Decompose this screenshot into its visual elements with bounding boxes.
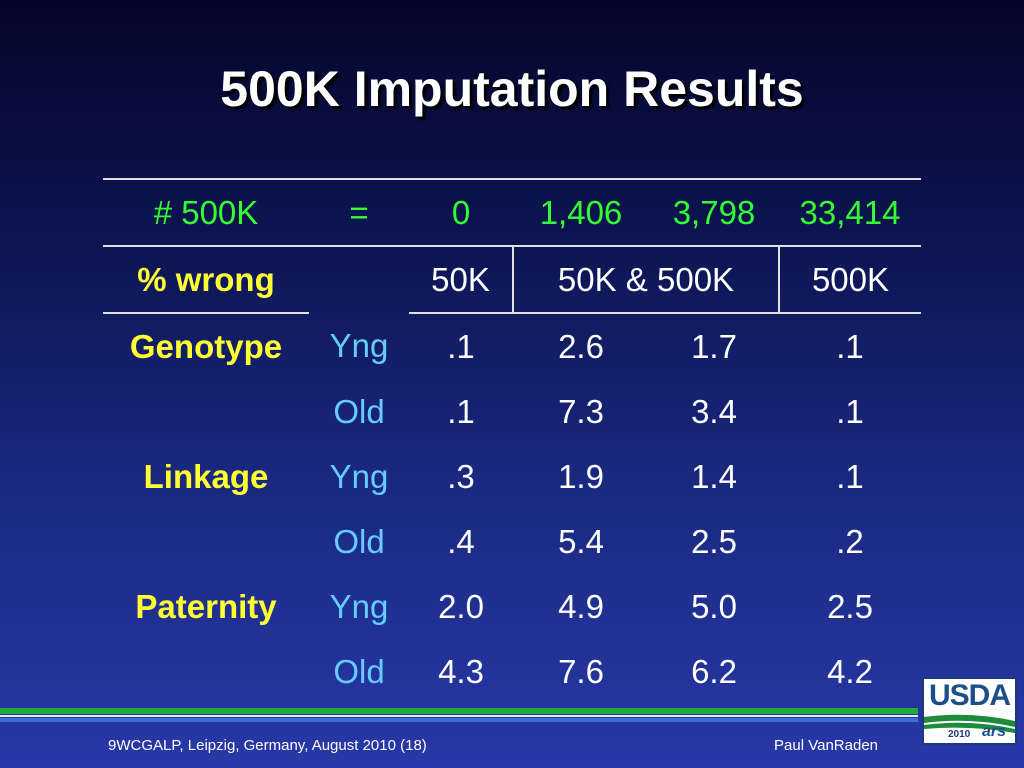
row-value: 6.2 bbox=[691, 652, 737, 690]
row-age: Yng bbox=[329, 457, 389, 495]
footer-author: Paul VanRaden bbox=[774, 737, 878, 754]
row-value: 1.9 bbox=[558, 457, 604, 495]
table-row: Old .4 5.4 2.5 .2 bbox=[103, 509, 921, 574]
row-value: 2.5 bbox=[691, 522, 737, 560]
row-value: .4 bbox=[447, 522, 475, 560]
row-value: 5.4 bbox=[558, 522, 604, 560]
table-row: Old 4.3 7.6 6.2 4.2 bbox=[103, 639, 921, 704]
row-value: 7.6 bbox=[558, 652, 604, 690]
footer-conference: 9WCGALP, Leipzig, Germany, August 2010 (… bbox=[108, 737, 427, 754]
row-value: 1.4 bbox=[691, 457, 737, 495]
row-age: Old bbox=[333, 392, 385, 430]
row-group: Linkage bbox=[143, 457, 269, 495]
footer-rule-blue bbox=[0, 718, 918, 722]
row-value: 4.3 bbox=[438, 652, 484, 690]
table-header-row: # 500K = 0 1,406 3,798 33,414 bbox=[103, 178, 921, 247]
row-value: 5.0 bbox=[691, 587, 737, 625]
subheader-col: 50K & 500K bbox=[513, 246, 780, 314]
usda-logo-text: USDA bbox=[928, 679, 1011, 712]
row-group bbox=[103, 509, 309, 574]
header-equals: = bbox=[309, 178, 409, 247]
footer-rule-green bbox=[0, 708, 918, 714]
header-count: 0 bbox=[409, 178, 513, 247]
ars-logo-mark: ars bbox=[982, 723, 1007, 740]
subheader-col: 50K bbox=[409, 246, 514, 314]
header-count: 1,406 bbox=[513, 178, 649, 247]
table-subheader-row: % wrong 50K 50K & 500K 500K bbox=[103, 246, 921, 314]
usda-swoosh-icon bbox=[924, 714, 1015, 733]
row-value: 4.9 bbox=[558, 587, 604, 625]
row-age: Yng bbox=[329, 327, 389, 364]
row-age: Old bbox=[333, 652, 385, 690]
row-value: .1 bbox=[836, 327, 864, 365]
table-row: Linkage Yng .3 1.9 1.4 .1 bbox=[103, 444, 921, 509]
header-count: 3,798 bbox=[649, 178, 779, 247]
row-value: 7.3 bbox=[558, 392, 604, 430]
subheader-col: 500K bbox=[779, 246, 921, 314]
header-count: 33,414 bbox=[779, 178, 921, 247]
row-group bbox=[103, 639, 309, 704]
row-value: 3.4 bbox=[691, 392, 737, 430]
usda-logo-year: 2010 bbox=[948, 729, 971, 740]
row-value: 2.6 bbox=[558, 327, 604, 365]
row-value: .1 bbox=[836, 457, 864, 495]
row-value: .1 bbox=[447, 392, 475, 430]
header-label: # 500K bbox=[103, 178, 309, 247]
row-value: .3 bbox=[447, 457, 475, 495]
row-group bbox=[103, 379, 309, 444]
footer-rule-white bbox=[0, 715, 918, 717]
subheader-blank bbox=[309, 246, 409, 313]
row-value: .2 bbox=[836, 522, 864, 560]
results-table: # 500K = 0 1,406 3,798 33,414 % wrong 50… bbox=[103, 178, 921, 704]
row-group: Paternity bbox=[135, 587, 277, 625]
row-group: Genotype bbox=[129, 327, 283, 365]
table-row: Old .1 7.3 3.4 .1 bbox=[103, 379, 921, 444]
table-row: Paternity Yng 2.0 4.9 5.0 2.5 bbox=[103, 574, 921, 639]
row-value: 1.7 bbox=[691, 327, 737, 365]
row-value: .1 bbox=[447, 327, 475, 365]
row-value: .1 bbox=[836, 392, 864, 430]
table-row: Genotype Yng .1 2.6 1.7 .1 bbox=[103, 313, 921, 379]
row-value: 4.2 bbox=[827, 652, 873, 690]
slide-title: 500K Imputation Results bbox=[220, 61, 804, 117]
row-value: 2.5 bbox=[827, 587, 873, 625]
row-age: Old bbox=[333, 522, 385, 560]
usda-logo: USDA 2010 ars bbox=[922, 677, 1017, 745]
row-age: Yng bbox=[329, 587, 389, 625]
row-value: 2.0 bbox=[438, 587, 484, 625]
subheader-label: % wrong bbox=[103, 246, 309, 314]
